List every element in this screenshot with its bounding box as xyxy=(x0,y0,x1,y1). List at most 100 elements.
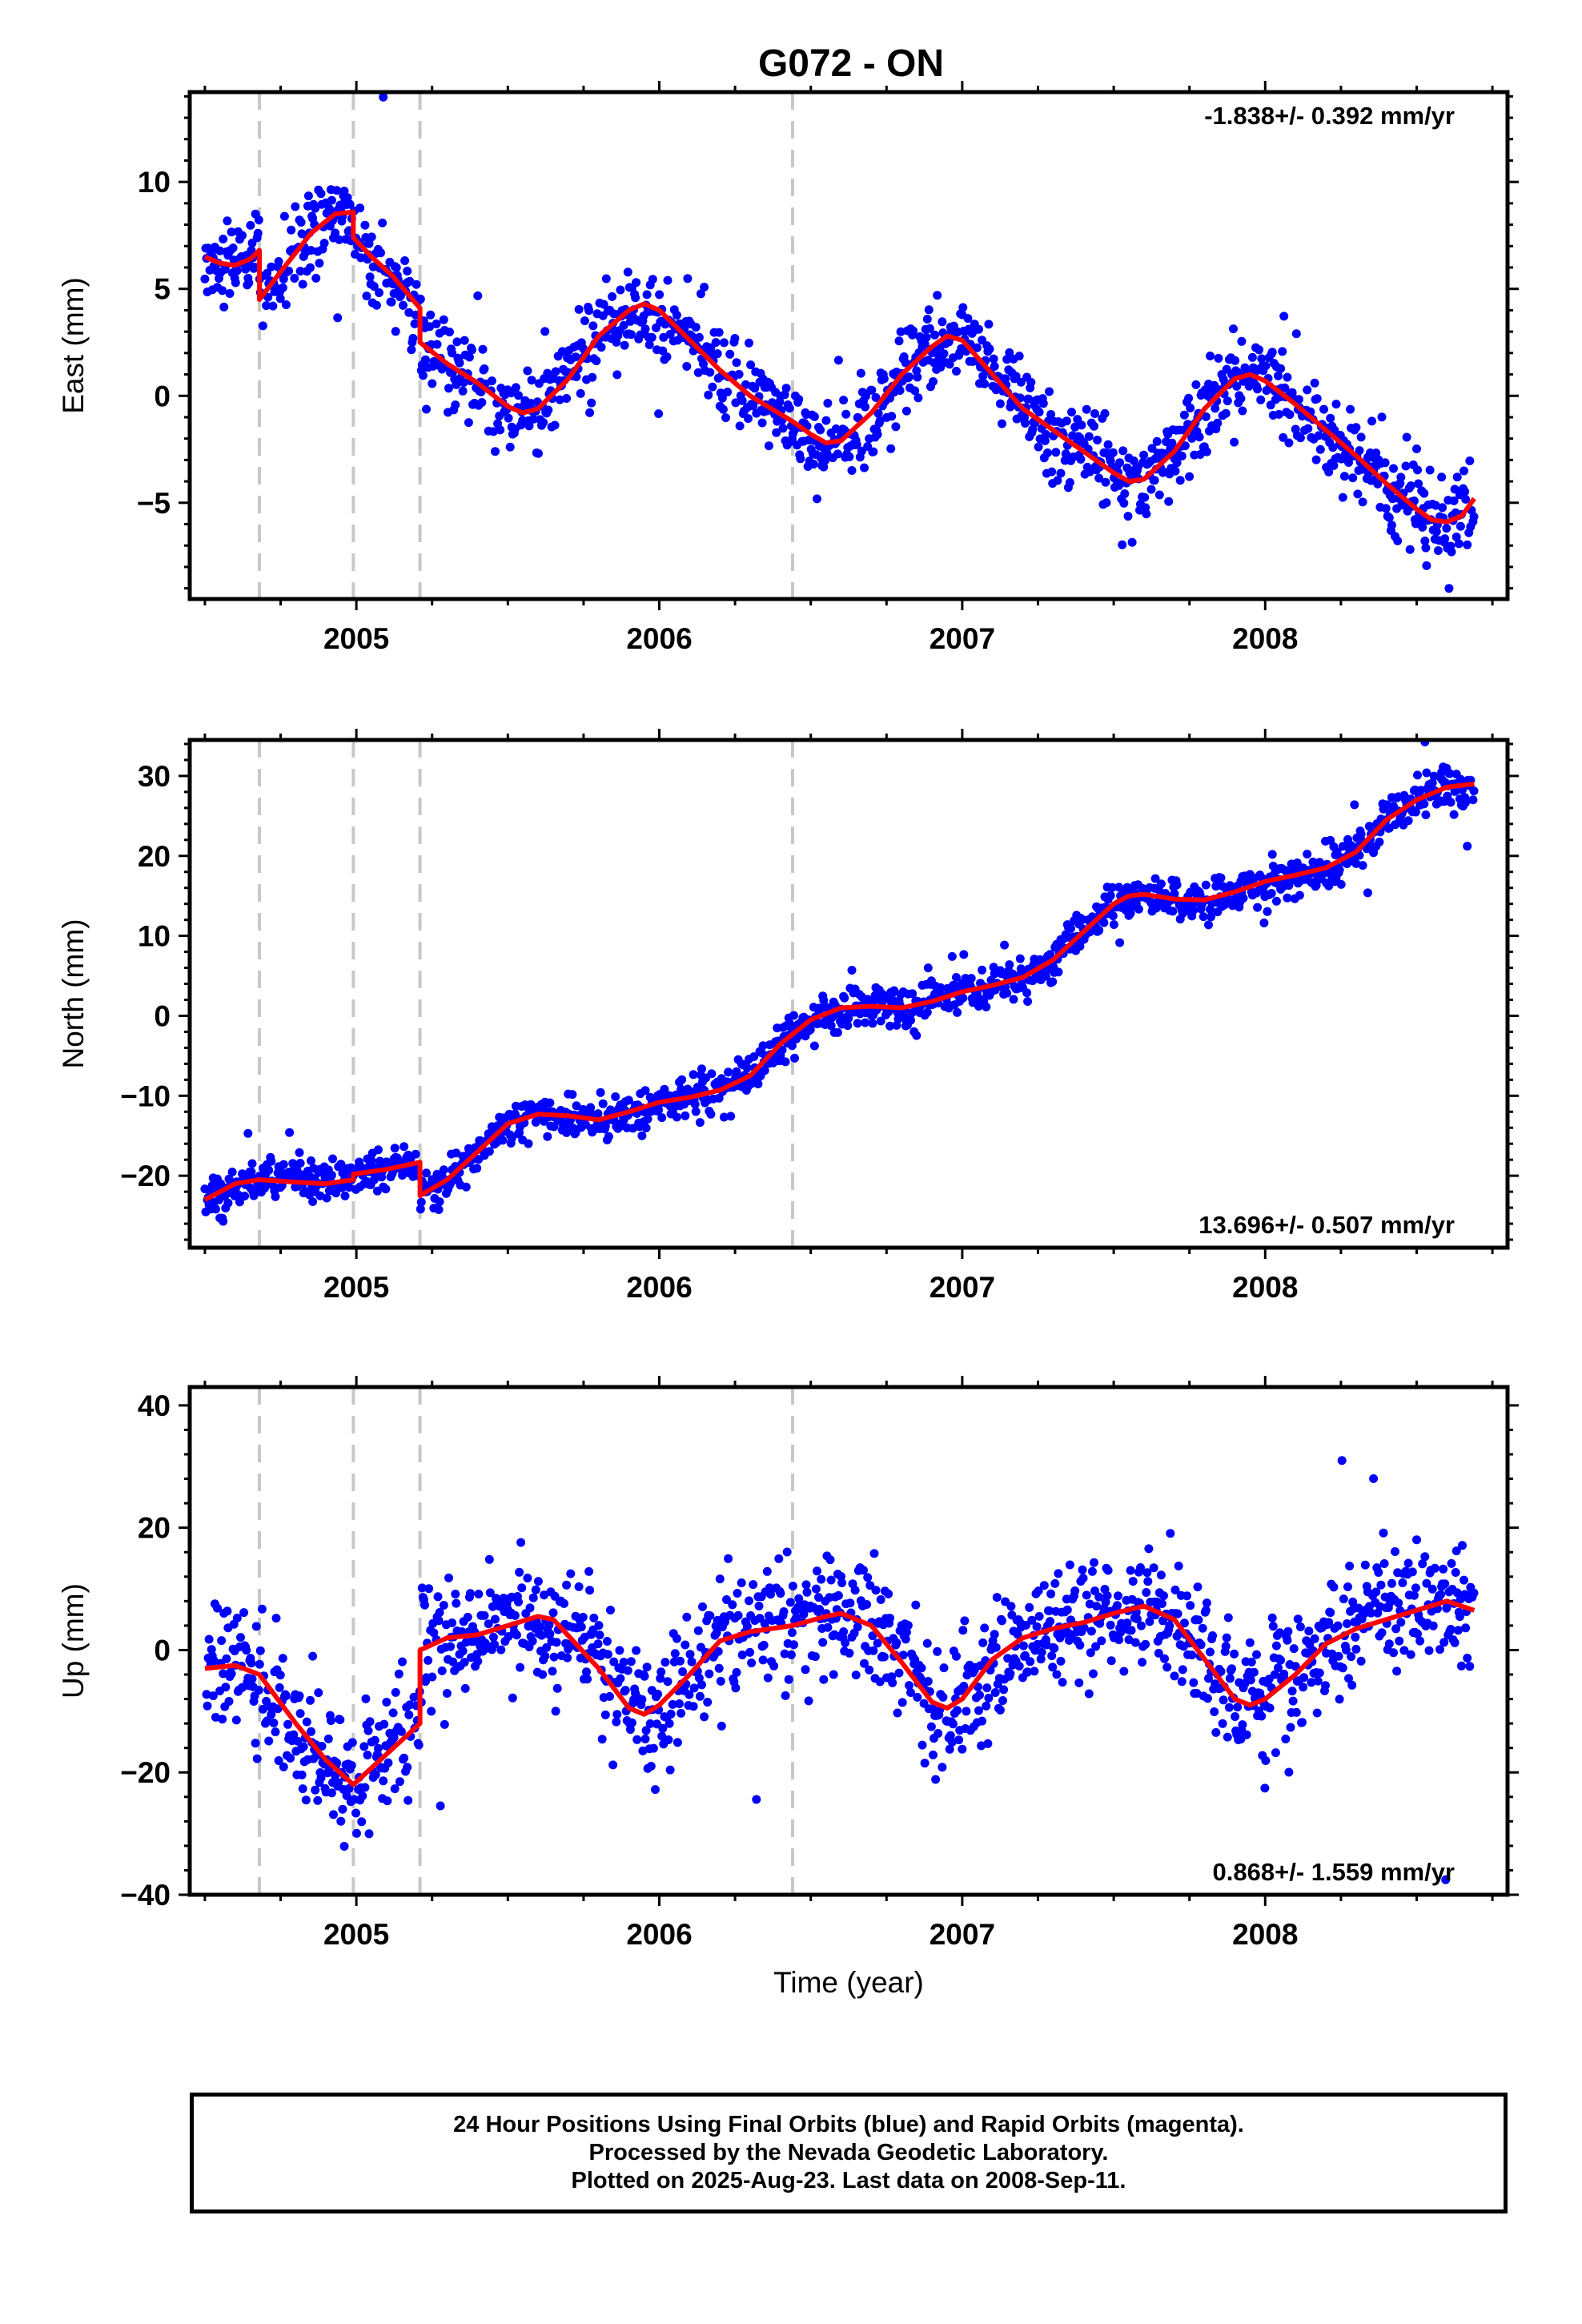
up-data-point xyxy=(533,1577,543,1586)
east-data-point xyxy=(311,273,321,283)
up-data-point xyxy=(1360,1560,1370,1570)
up-data-point xyxy=(1170,1671,1179,1681)
up-data-point xyxy=(801,1580,811,1590)
north-data-point xyxy=(707,1069,717,1079)
east-panel: 2005 2006 2007 2008 −5 0 5 10 East (mm) -1.838+/-… xyxy=(57,81,1519,655)
up-data-point xyxy=(594,1621,604,1630)
east-data-point xyxy=(1011,372,1021,381)
up-data-point xyxy=(984,1693,994,1703)
east-data-point xyxy=(933,291,942,300)
up-data-point xyxy=(311,1785,320,1795)
up-data-point xyxy=(673,1738,682,1747)
east-data-point xyxy=(426,310,436,320)
north-data-point xyxy=(247,1167,256,1176)
east-data-point xyxy=(1419,489,1429,498)
east-data-point xyxy=(1101,477,1110,487)
up-data-point xyxy=(1136,1563,1145,1572)
east-data-point xyxy=(1067,408,1076,417)
east-data-point xyxy=(714,328,724,337)
up-data-point xyxy=(998,1616,1006,1626)
north-data-point xyxy=(598,1099,608,1108)
up-data-point xyxy=(1387,1578,1396,1588)
east-data-point xyxy=(1326,413,1335,423)
east-data-point xyxy=(496,425,505,435)
up-data-point xyxy=(273,1704,283,1714)
up-data-point xyxy=(609,1657,619,1667)
up-data-point xyxy=(1114,1591,1122,1601)
east-data-point xyxy=(1120,489,1130,498)
up-data-point xyxy=(1338,1663,1347,1673)
up-data-point xyxy=(1463,1654,1472,1663)
up-data-point xyxy=(765,1583,774,1593)
north-data-point xyxy=(223,1198,233,1208)
up-data-point xyxy=(681,1640,690,1650)
up-data-point xyxy=(1260,1783,1270,1793)
up-data-point xyxy=(1225,1674,1235,1683)
up-data-point xyxy=(396,1727,406,1736)
north-data-point xyxy=(1364,822,1374,831)
up-data-point xyxy=(219,1669,228,1679)
up-data-point xyxy=(323,1734,333,1743)
north-data-point xyxy=(840,993,849,1003)
east-data-point xyxy=(1381,504,1391,513)
up-data-point xyxy=(700,1712,709,1722)
north-data-point xyxy=(472,1164,482,1173)
east-data-point xyxy=(588,372,597,382)
east-data-point xyxy=(1118,446,1128,456)
north-data-point xyxy=(885,1021,895,1031)
up-data-point xyxy=(682,1612,692,1622)
east-data-point xyxy=(571,352,580,362)
up-data-point xyxy=(1025,1602,1034,1612)
up-data-point xyxy=(1275,1628,1284,1638)
up-data-point xyxy=(523,1574,532,1582)
up-data-point xyxy=(1407,1567,1417,1577)
up-data-point xyxy=(1289,1644,1299,1654)
east-data-point xyxy=(399,300,408,310)
up-data-point xyxy=(1145,1617,1154,1626)
up-data-point xyxy=(1291,1707,1301,1717)
up-data-point xyxy=(224,1697,234,1706)
north-data-point xyxy=(524,1139,533,1148)
up-data-point xyxy=(1103,1566,1113,1575)
up-data-point xyxy=(1084,1689,1094,1699)
up-data-point xyxy=(1427,1584,1437,1594)
up-data-point xyxy=(892,1638,901,1647)
up-data-point xyxy=(433,1592,443,1602)
up-data-point xyxy=(278,1654,287,1663)
north-x-tick-label: 2007 xyxy=(930,1271,995,1304)
up-data-point xyxy=(1392,1667,1402,1676)
up-data-point xyxy=(845,1598,855,1608)
east-data-point xyxy=(1002,355,1012,364)
up-data-point xyxy=(685,1690,694,1699)
north-data-point xyxy=(1253,903,1263,912)
east-data-point xyxy=(307,246,315,255)
north-data-point xyxy=(1336,879,1346,889)
east-data-point xyxy=(648,275,657,284)
east-data-point xyxy=(306,263,315,272)
up-data-point xyxy=(978,1716,987,1726)
up-data-point xyxy=(602,1637,612,1646)
up-data-point xyxy=(293,1736,303,1746)
east-data-point xyxy=(228,243,238,253)
up-data-point xyxy=(1329,1582,1339,1592)
up-data-point xyxy=(1089,1669,1098,1679)
up-data-point xyxy=(929,1750,938,1759)
up-data-point xyxy=(1048,1663,1058,1672)
east-data-point xyxy=(473,291,483,300)
north-data-point xyxy=(1263,907,1272,916)
up-data-point xyxy=(833,1590,843,1600)
east-data-point xyxy=(1463,540,1472,549)
up-data-point xyxy=(528,1636,537,1646)
east-data-point xyxy=(623,267,632,277)
up-data-point xyxy=(359,1742,369,1751)
up-data-point xyxy=(1058,1678,1067,1687)
up-data-point xyxy=(1097,1636,1106,1646)
up-data-point xyxy=(1154,1648,1163,1658)
east-data-point xyxy=(1238,406,1247,416)
north-y-tick-label: 10 xyxy=(138,920,171,953)
north-data-point xyxy=(958,993,968,1003)
up-data-point xyxy=(1231,1712,1240,1721)
east-data-point xyxy=(524,421,534,431)
east-y-tick-label: 5 xyxy=(154,273,171,306)
east-data-point xyxy=(809,460,818,469)
